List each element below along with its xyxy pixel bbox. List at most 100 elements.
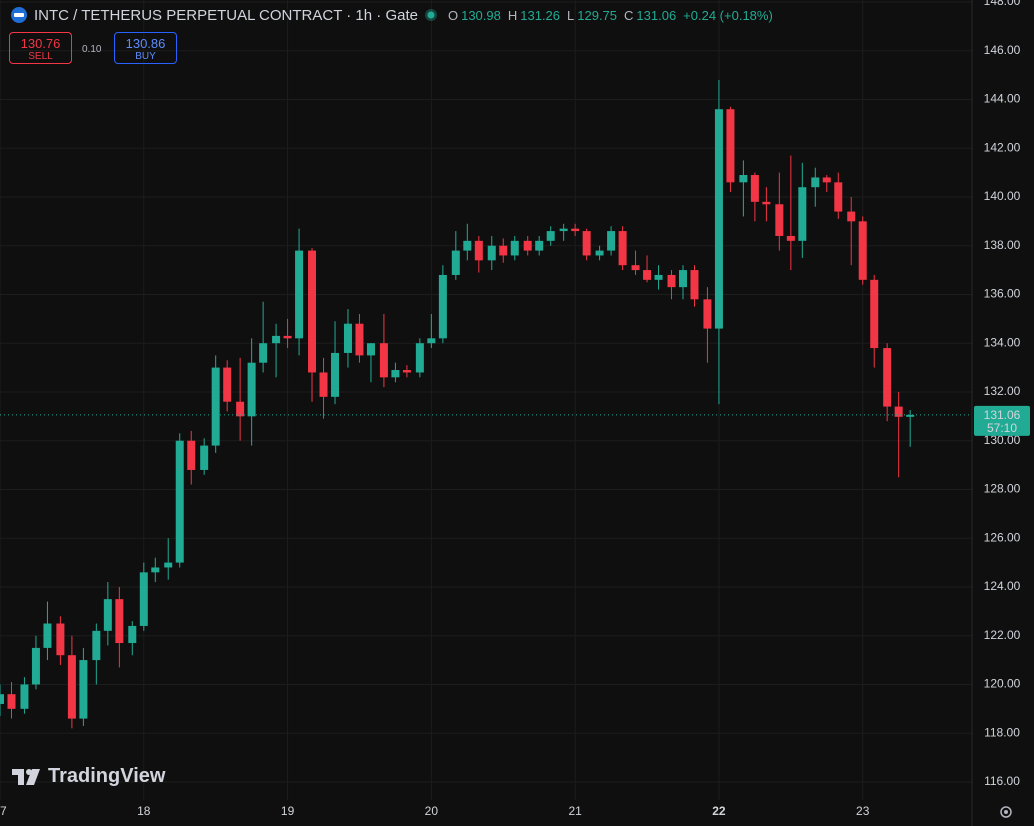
settings-icon[interactable] <box>996 802 1016 822</box>
candle-body <box>283 335 292 339</box>
y-tick-label: 148.00 <box>984 0 1021 8</box>
candle-body <box>750 175 759 202</box>
candle-body <box>415 343 424 373</box>
ohlc-key: H <box>507 7 518 23</box>
candle-body <box>858 221 867 280</box>
candle-body <box>247 362 256 417</box>
ohlc-value: 130.98 <box>461 7 501 23</box>
ohlc-value: 131.26 <box>520 7 561 23</box>
candle-body <box>595 250 604 256</box>
candle-body <box>631 265 640 271</box>
candle-body <box>187 440 196 470</box>
buy-button[interactable]: 130.86 BUY <box>114 32 177 64</box>
candle-body <box>775 204 784 236</box>
candle-body <box>103 599 112 631</box>
candle-body <box>703 299 712 329</box>
candle-body <box>822 177 831 183</box>
candle-body <box>762 201 771 205</box>
candle-body <box>128 625 137 644</box>
candle-body <box>272 335 281 344</box>
candle-body <box>79 660 88 719</box>
candle-body <box>523 240 532 251</box>
price-tag <box>974 405 1030 436</box>
ohlc-value: 131.06 <box>636 7 677 23</box>
sell-button[interactable]: 130.76 SELL <box>9 32 72 64</box>
y-tick-label: 140.00 <box>984 189 1021 203</box>
candle-body <box>355 323 364 356</box>
brand-name: TradingView <box>48 765 166 787</box>
candle-body <box>391 370 400 378</box>
candle-body <box>906 414 915 417</box>
candle-body <box>690 270 699 300</box>
y-tick-label: 120.00 <box>984 677 1021 691</box>
candle-body <box>7 694 16 709</box>
candle-body <box>438 274 447 339</box>
y-tick-label: 116.00 <box>984 774 1020 788</box>
plot <box>0 0 972 800</box>
candle-body <box>643 270 652 280</box>
candle-body <box>811 177 820 188</box>
x-tick-label: 22 <box>712 804 726 818</box>
y-tick-label: 138.00 <box>984 238 1021 252</box>
candle-body <box>714 109 723 329</box>
candle-body <box>175 440 184 563</box>
candle-body <box>319 372 328 397</box>
candle-body <box>834 182 843 212</box>
candle-body <box>487 245 496 261</box>
y-tick-label: 136.00 <box>984 287 1021 301</box>
y-tick-label: 144.00 <box>984 92 1021 106</box>
change: +0.24 (+0.18%) <box>683 7 773 23</box>
candle-body <box>607 231 616 251</box>
ohlc-value: 129.75 <box>577 7 618 23</box>
candle-body <box>618 231 627 266</box>
header: INTC / TETHERUS PERPETUAL CONTRACT · 1h … <box>10 6 773 24</box>
candle-body <box>510 240 519 256</box>
ohlc-legend: O 130.98 H 131.26 L 129.75 C 131.06 +0.24 (+… <box>444 8 773 23</box>
candle-body <box>379 343 388 378</box>
x-tick-label: 17 <box>0 804 7 818</box>
candle-body <box>535 240 544 251</box>
spread: 0.10 <box>82 44 102 55</box>
candle-body <box>499 245 508 256</box>
y-tick-label: 146.00 <box>984 43 1021 57</box>
candle-body <box>571 228 580 232</box>
countdown: 57:10 <box>987 421 1017 435</box>
candle-body <box>343 323 352 353</box>
candle-body <box>211 367 220 446</box>
candle-body <box>463 240 472 251</box>
buy-label: BUY <box>135 51 156 62</box>
candle-body <box>559 228 568 232</box>
candle-body <box>236 401 245 417</box>
candle-body <box>726 109 735 183</box>
candle-body <box>295 250 304 339</box>
y-tick-label: 122.00 <box>984 628 1021 642</box>
y-tick-label: 130.00 <box>984 433 1021 447</box>
sell-label: SELL <box>28 51 53 62</box>
candle-body <box>427 338 436 344</box>
candle-body <box>259 343 268 363</box>
candle-body <box>151 567 160 573</box>
brand-icon <box>12 768 40 785</box>
x-tick-label: 21 <box>568 804 582 818</box>
candle-body <box>67 655 76 719</box>
candle-body <box>139 572 148 626</box>
y-tick-label: 124.00 <box>984 579 1021 593</box>
sell-price: 130.76 <box>20 36 61 51</box>
candle-body <box>474 240 483 261</box>
candle-body <box>870 279 879 349</box>
candle-body <box>200 445 209 470</box>
candle-body <box>894 406 903 417</box>
buy-price: 130.86 <box>125 36 166 51</box>
x-tick-label: 20 <box>425 804 439 818</box>
x-tick-label: 18 <box>137 804 151 818</box>
candle-body <box>43 623 52 648</box>
candle-body <box>92 630 101 661</box>
ohlc-key: O <box>447 7 459 23</box>
status-dot <box>424 9 437 21</box>
x-tick-label: 19 <box>281 804 295 818</box>
candle-body <box>164 562 173 568</box>
candle-body <box>115 599 124 644</box>
x-tick-label: 23 <box>856 804 870 818</box>
